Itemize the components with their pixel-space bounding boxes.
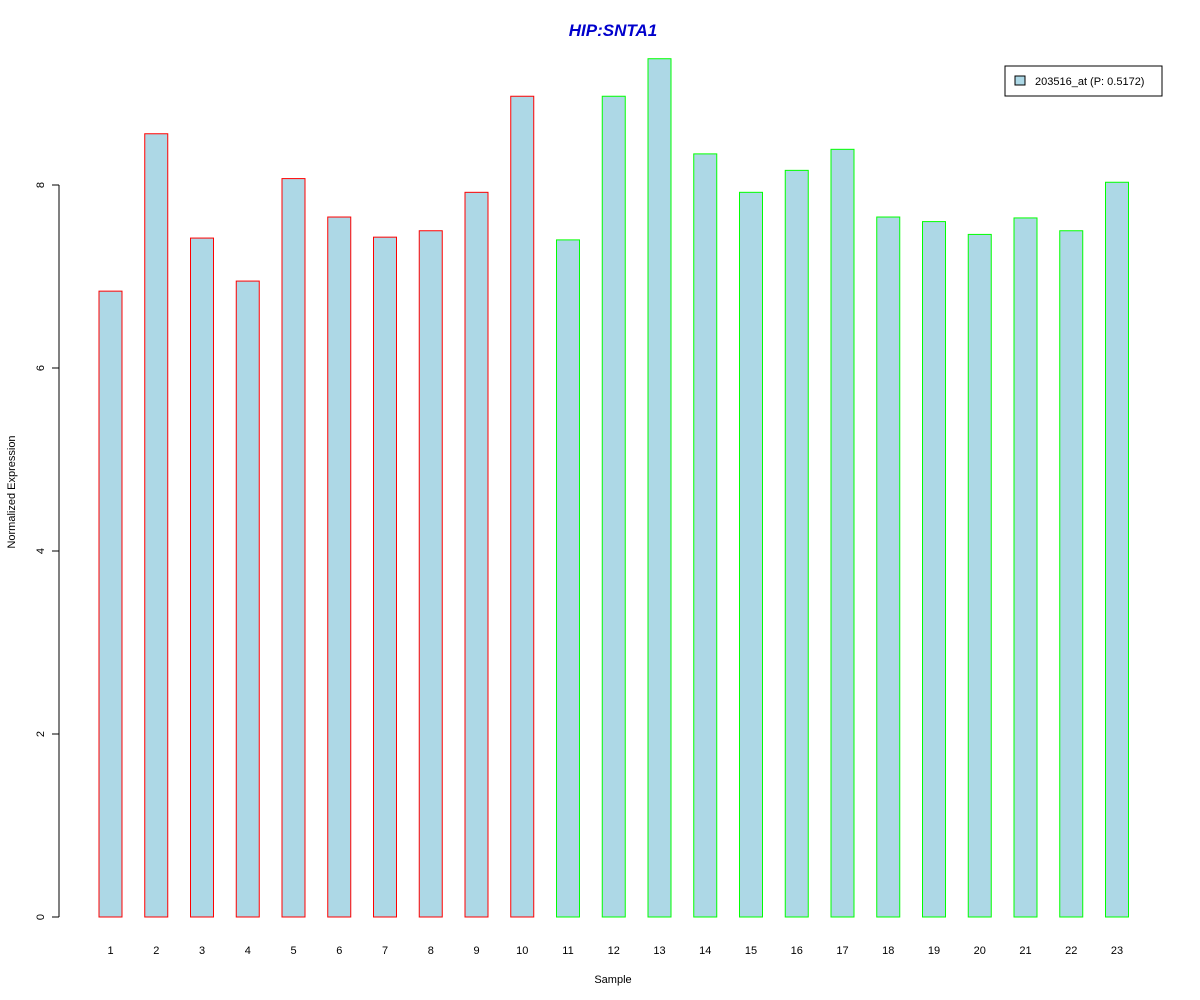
x-tick-label: 7 bbox=[382, 945, 388, 957]
bar-sample-6 bbox=[327, 216, 352, 918]
y-tick-label: 4 bbox=[35, 548, 47, 554]
legend: 203516_at (P: 0.5172) bbox=[1004, 65, 1163, 97]
bar-sample-5 bbox=[281, 178, 306, 918]
x-tick-label: 11 bbox=[562, 945, 573, 957]
x-tick-label: 19 bbox=[928, 945, 940, 957]
x-tick-label: 21 bbox=[1019, 945, 1031, 957]
bar-sample-13 bbox=[647, 58, 672, 918]
x-tick-label: 18 bbox=[882, 945, 894, 957]
bar-sample-11 bbox=[556, 239, 580, 918]
x-tick-label: 16 bbox=[791, 945, 803, 957]
x-tick-label: 17 bbox=[836, 945, 848, 957]
x-tick-label: 9 bbox=[473, 945, 479, 957]
x-axis-label: Sample bbox=[594, 974, 631, 986]
x-tick-label: 3 bbox=[199, 945, 205, 957]
y-tick-label: 6 bbox=[35, 365, 47, 371]
legend-box bbox=[1004, 65, 1163, 97]
bar-sample-20 bbox=[967, 233, 992, 918]
bar-sample-7 bbox=[373, 236, 397, 918]
bar-sample-14 bbox=[693, 153, 718, 918]
bar-sample-12 bbox=[601, 95, 626, 918]
chart-title: HIP:SNTA1 bbox=[569, 21, 657, 40]
x-tick-label: 20 bbox=[974, 945, 986, 957]
bar-sample-9 bbox=[464, 191, 489, 918]
y-tick-label: 8 bbox=[35, 182, 47, 188]
bar-sample-16 bbox=[784, 169, 809, 918]
x-tick-label: 10 bbox=[516, 945, 528, 957]
bar-sample-17 bbox=[830, 148, 855, 918]
x-tick-label: 1 bbox=[107, 945, 113, 957]
bar-sample-1 bbox=[98, 290, 123, 918]
x-tick-label: 6 bbox=[336, 945, 342, 957]
bars bbox=[98, 58, 1129, 918]
bar-sample-10 bbox=[510, 95, 535, 918]
y-axis-label: Normalized Expression bbox=[6, 435, 18, 548]
bar-sample-4 bbox=[235, 280, 260, 918]
bar-sample-8 bbox=[418, 230, 443, 918]
x-tick-label: 13 bbox=[653, 945, 665, 957]
legend-swatch bbox=[1014, 75, 1026, 86]
bar-sample-21 bbox=[1013, 217, 1038, 918]
y-tick-label: 0 bbox=[35, 914, 47, 920]
bar-sample-2 bbox=[144, 133, 169, 918]
x-tick-label: 22 bbox=[1065, 945, 1077, 957]
bar-sample-23 bbox=[1105, 181, 1129, 918]
y-tick-label: 2 bbox=[35, 731, 47, 737]
x-tick-label: 23 bbox=[1111, 945, 1123, 957]
x-tick-label: 2 bbox=[153, 945, 159, 957]
y-axis: 0 2 4 6 8 bbox=[35, 182, 60, 920]
x-tick-label: 14 bbox=[699, 945, 711, 957]
x-tick-label: 12 bbox=[608, 945, 620, 957]
bar-sample-15 bbox=[739, 191, 763, 918]
x-tick-label: 8 bbox=[428, 945, 434, 957]
bar-sample-22 bbox=[1059, 230, 1084, 918]
bar-sample-3 bbox=[190, 237, 214, 918]
x-tick-label: 15 bbox=[745, 945, 757, 957]
x-tick-label: 5 bbox=[290, 945, 296, 957]
legend-label: 203516_at (P: 0.5172) bbox=[1035, 76, 1144, 88]
bar-sample-18 bbox=[876, 216, 901, 918]
bar-sample-19 bbox=[922, 221, 946, 918]
x-tick-labels: 1 2 3 4 5 6 7 8 9 10 11 12 13 14 15 16 17 18 19 20 21 22 23 bbox=[107, 945, 1123, 957]
x-tick-label: 4 bbox=[245, 945, 251, 957]
